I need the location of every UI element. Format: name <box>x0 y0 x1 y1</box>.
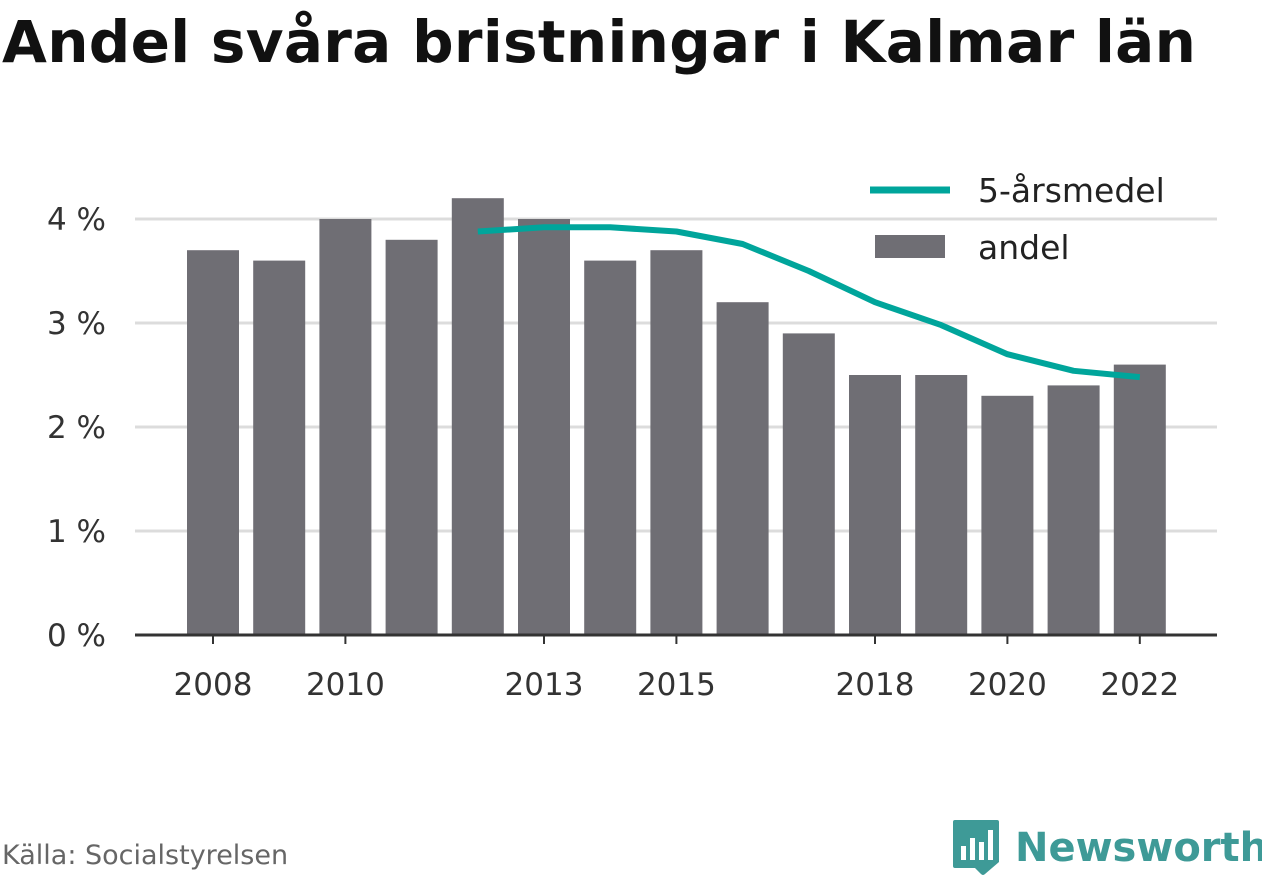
bars <box>187 198 1166 636</box>
legend-swatch-bar <box>875 235 945 258</box>
source-note: Källa: Socialstyrelsen <box>2 840 289 871</box>
bar <box>319 219 372 635</box>
brand-name: Newsworthy <box>1015 825 1262 871</box>
bar <box>1047 385 1100 635</box>
bar <box>650 250 703 635</box>
x-axis: 2008 2010 2013 2015 2018 2020 2022 <box>135 633 1217 703</box>
x-tick-label: 2020 <box>968 667 1047 703</box>
x-tick-label: 2022 <box>1100 667 1179 703</box>
bar <box>385 239 438 636</box>
legend-label-line: 5-årsmedel <box>978 171 1165 210</box>
bar <box>716 302 769 635</box>
brand-logo: Newsworthy <box>951 818 1262 878</box>
bar <box>584 260 637 635</box>
x-tick-label: 2015 <box>637 667 716 703</box>
y-tick-label: 3 % <box>47 306 106 342</box>
x-tick-label: 2018 <box>836 667 915 703</box>
chart-title: Andel svåra bristningar i Kalmar län <box>2 8 1197 76</box>
bar <box>518 219 570 635</box>
bar <box>451 198 504 635</box>
legend-label-bar: andel <box>978 228 1070 267</box>
bar <box>253 260 306 635</box>
legend: 5-årsmedel andel <box>870 171 1165 267</box>
bar <box>782 333 835 635</box>
y-tick-label: 0 % <box>47 618 106 654</box>
moving-average-line <box>477 224 1141 381</box>
newsworthy-chart-logo-icon <box>953 820 999 875</box>
bar <box>915 375 968 635</box>
y-tick-label: 1 % <box>47 514 106 550</box>
y-tick-label: 2 % <box>47 410 106 446</box>
bar <box>1113 364 1166 635</box>
x-tick-label: 2010 <box>306 667 385 703</box>
y-tick-label: 4 % <box>47 202 106 238</box>
grid-lines: 0 % 1 % 2 % 3 % 4 % <box>47 202 1217 654</box>
x-tick-label: 2008 <box>174 667 253 703</box>
chart-area: 0 % 1 % 2 % 3 % 4 % 2008 2010 2013 2015 2018 2020… <box>47 171 1217 703</box>
bar <box>981 395 1034 635</box>
bar <box>849 375 901 635</box>
bar <box>187 250 239 635</box>
x-tick-label: 2013 <box>505 667 584 703</box>
